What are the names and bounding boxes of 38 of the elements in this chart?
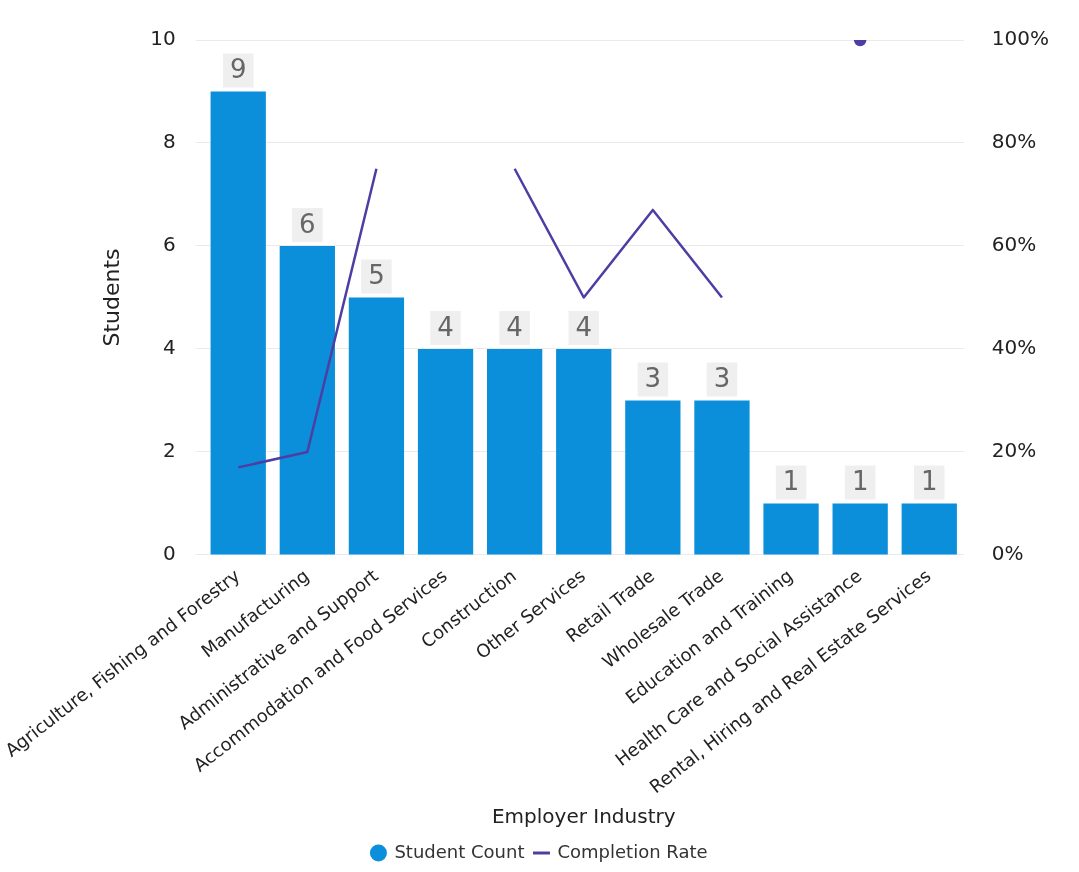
x-axis-title: Employer Industry bbox=[491, 804, 676, 829]
bar bbox=[556, 348, 612, 555]
data-label: 4 bbox=[506, 311, 523, 342]
data-label: 4 bbox=[575, 311, 593, 342]
y-tick-label: 8 bbox=[162, 129, 176, 154]
bar bbox=[487, 348, 543, 555]
y2-tick-label: 40% bbox=[991, 335, 1037, 360]
data-label: 9 bbox=[229, 54, 247, 85]
bar bbox=[832, 503, 888, 555]
y2-tick-label: 0% bbox=[991, 541, 1024, 566]
y2-tick-label: 60% bbox=[991, 232, 1037, 257]
y-tick-label: 10 bbox=[150, 26, 176, 51]
legend-label: Student Count bbox=[394, 840, 525, 862]
data-label: 1 bbox=[851, 466, 869, 497]
y2-tick-label: 80% bbox=[991, 129, 1037, 154]
y-tick-label: 2 bbox=[162, 438, 176, 463]
y2-tick-label: 20% bbox=[991, 438, 1037, 463]
data-label: 4 bbox=[437, 311, 454, 342]
data-label: 5 bbox=[368, 260, 385, 291]
data-label: 3 bbox=[713, 363, 731, 394]
bar bbox=[279, 245, 335, 555]
y-tick-label: 0 bbox=[162, 541, 176, 566]
y-axis-title: Students bbox=[98, 248, 124, 347]
y2-tick-label: 100% bbox=[991, 26, 1050, 51]
data-label: 1 bbox=[921, 466, 938, 497]
legend-label: Completion Rate bbox=[557, 840, 708, 862]
y-tick-label: 6 bbox=[162, 232, 176, 257]
data-label: 3 bbox=[644, 363, 662, 394]
bar bbox=[763, 503, 819, 555]
data-label: 6 bbox=[299, 208, 316, 239]
bar bbox=[901, 503, 957, 555]
bar bbox=[210, 91, 266, 555]
data-label: 1 bbox=[782, 466, 800, 497]
bar bbox=[694, 400, 750, 555]
bar bbox=[417, 348, 474, 555]
bar bbox=[625, 400, 681, 555]
bar bbox=[348, 297, 405, 555]
y-tick-label: 4 bbox=[162, 335, 176, 360]
